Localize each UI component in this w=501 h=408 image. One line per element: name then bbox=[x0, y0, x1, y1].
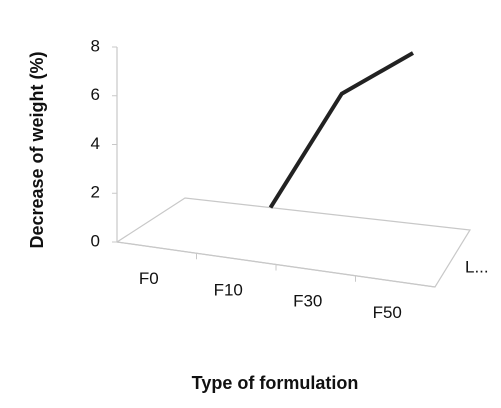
y-tick-label: 4 bbox=[91, 134, 100, 153]
y-tick-label: 0 bbox=[91, 231, 100, 250]
x-tick-label: F50 bbox=[373, 303, 402, 322]
legend-label: L... bbox=[465, 257, 489, 276]
y-axis-label: Decrease of weight (%) bbox=[27, 51, 47, 248]
floor bbox=[115, 197, 472, 288]
x-tick-label: F30 bbox=[293, 292, 322, 311]
x-axis-label: Type of formulation bbox=[192, 373, 359, 393]
x-tick-label: F10 bbox=[214, 280, 243, 299]
series-line bbox=[268, 51, 414, 209]
x-tick-label: F0 bbox=[139, 269, 159, 288]
y-tick-label: 8 bbox=[91, 36, 100, 55]
y-tick-label: 6 bbox=[91, 85, 100, 104]
y-tick-label: 2 bbox=[91, 183, 100, 202]
